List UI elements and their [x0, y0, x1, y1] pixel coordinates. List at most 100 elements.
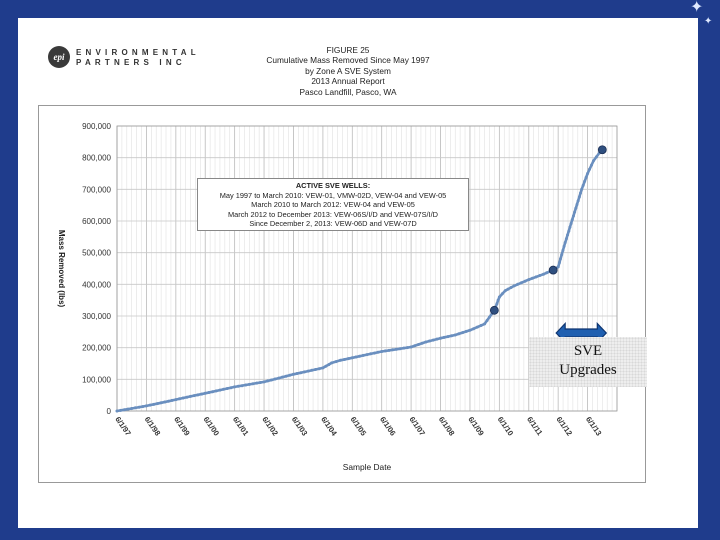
series-point — [428, 339, 431, 343]
plot-area-border — [116, 125, 618, 412]
company-logo: epi ENVIRONMENTAL PARTNERS INC — [48, 46, 208, 74]
active-wells-legend: ACTIVE SVE WELLS: May 1997 to March 2010… — [197, 178, 469, 231]
series-point — [251, 382, 255, 386]
series-point — [570, 218, 574, 222]
x-tick-label: 6/1/08 — [437, 415, 456, 437]
legend-title: ACTIVE SVE WELLS: — [295, 181, 371, 190]
x-tick-label: 6/1/07 — [407, 415, 426, 437]
series-point — [126, 407, 130, 411]
series-point — [155, 402, 159, 406]
series-point — [306, 369, 310, 373]
series-point — [512, 284, 516, 288]
series-point — [387, 348, 391, 352]
line-chart: 0 100,000 200,000 300,000 400,000 500,000 600,… — [57, 122, 618, 472]
series-point — [159, 401, 163, 405]
slide-frame-top — [0, 0, 720, 18]
series-point — [588, 167, 591, 171]
series-point — [314, 368, 317, 371]
slide-frame-bottom — [0, 528, 720, 540]
series-point — [343, 358, 346, 361]
x-tick-label: 6/1/06 — [378, 415, 397, 437]
chart-highlight-points — [489, 145, 607, 315]
series-point — [567, 229, 571, 233]
sve-upgrades-callout: SVE Upgrades — [529, 337, 647, 387]
series-point — [402, 346, 406, 350]
series-point — [203, 391, 207, 395]
series-point — [330, 361, 334, 365]
series-point — [240, 384, 244, 388]
series-point — [181, 396, 185, 400]
series-point — [523, 279, 527, 283]
series-point — [376, 350, 380, 354]
y-tick-label: 0 — [107, 407, 112, 416]
series-point — [453, 333, 457, 337]
series-point — [130, 407, 134, 410]
highlight-point — [548, 265, 558, 275]
series-point — [369, 352, 373, 356]
series-point — [461, 331, 465, 335]
series-point — [137, 405, 141, 409]
series-point — [262, 380, 266, 384]
series-point — [380, 350, 384, 353]
figure-title-line: Cumulative Mass Removed Since May 1997 — [266, 55, 430, 66]
series-point — [327, 363, 331, 367]
series-point — [310, 368, 314, 372]
x-tick-label: 6/1/09 — [466, 415, 485, 437]
series-point — [581, 183, 585, 187]
series-point — [225, 387, 229, 390]
series-point — [464, 329, 468, 333]
chart-series — [115, 148, 604, 413]
series-point — [211, 390, 215, 394]
legend-line: March 2010 to March 2012: VEW-04 and VEW… — [251, 200, 415, 210]
logo-line-1: ENVIRONMENTAL — [76, 48, 200, 57]
legend-line: May 1997 to March 2010: VEW-01, VMW-02D,… — [219, 190, 447, 200]
series-point — [383, 349, 387, 353]
y-tick-label: 200,000 — [82, 344, 111, 353]
series-point — [174, 398, 178, 402]
slide-frame-right — [698, 0, 720, 540]
series-point — [564, 237, 568, 241]
series-point — [207, 391, 211, 394]
series-point — [516, 282, 520, 286]
series-point — [185, 395, 189, 399]
series-point — [163, 400, 167, 404]
series-point — [475, 325, 479, 329]
series-point — [148, 403, 152, 407]
series-point — [229, 386, 233, 390]
series-point — [568, 225, 572, 229]
series-point — [339, 358, 342, 362]
series-point — [468, 328, 472, 332]
series-point — [420, 341, 424, 345]
series-point — [152, 402, 156, 406]
figure-title: FIGURE 25 Cumulative Mass Removed Since … — [228, 45, 468, 97]
y-tick-label: 700,000 — [82, 185, 111, 194]
legend-line: March 2012 to December 2013: VEW-06S/I/D… — [227, 209, 439, 219]
sparkle-icon: ✦ — [704, 16, 713, 27]
series-point — [365, 353, 369, 357]
callout-line-2: Upgrades — [559, 362, 617, 378]
x-tick-label: 6/1/03 — [290, 415, 309, 437]
x-tick-label: 6/1/04 — [319, 415, 339, 438]
series-point — [398, 347, 402, 351]
series-point — [141, 405, 145, 409]
series-point — [144, 404, 148, 408]
series-point — [495, 302, 499, 306]
series-point — [506, 287, 510, 291]
x-tick-label: 6/1/98 — [143, 415, 162, 437]
x-tick-label: 6/1/99 — [172, 415, 191, 437]
series-point — [255, 381, 259, 385]
logo-mark: epi — [48, 46, 70, 68]
series-point — [500, 292, 504, 296]
series-point — [576, 199, 580, 203]
series-point — [391, 348, 395, 352]
series-point — [560, 253, 564, 257]
series-point — [288, 373, 292, 377]
series-point — [133, 406, 137, 410]
series-point — [442, 335, 446, 339]
series-point — [284, 374, 288, 378]
series-point — [435, 337, 439, 341]
series-point — [590, 163, 593, 167]
series-point — [192, 394, 196, 398]
series-point — [439, 336, 442, 340]
series-point — [299, 371, 303, 375]
